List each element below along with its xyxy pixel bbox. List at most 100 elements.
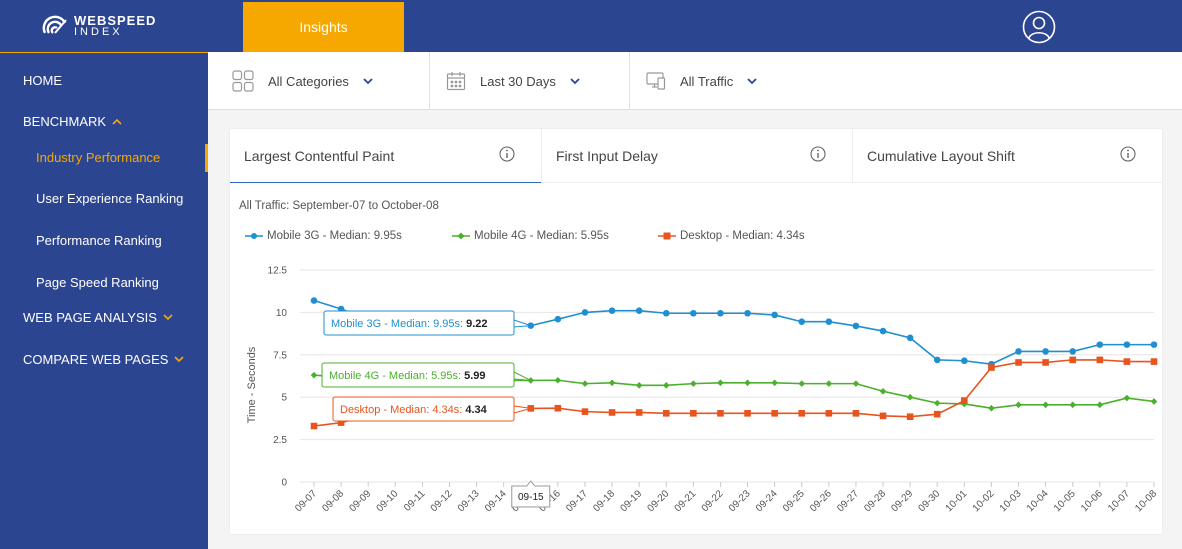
tooltip-box [332,396,515,422]
x-tick-label: 09-17 [564,488,590,514]
x-tick-label: 09-10 [375,488,401,514]
brand-logo[interactable]: WEBSPEED INDEX [0,0,208,52]
tooltip-label: Mobile 3G - Median: 9.95s: 9.22 [331,318,488,330]
data-point [988,404,995,412]
tab-label: First Input Delay [556,147,658,164]
active-indicator [205,144,208,172]
sidebar-item-web-page-analysis[interactable]: WEB PAGE ANALYSIS [23,310,173,325]
data-point [581,380,589,387]
info-icon[interactable] [499,146,515,162]
tooltip-label: Desktop - Median: 4.34s: 4.34 [340,404,488,416]
data-point [906,413,914,421]
data-point [635,382,643,389]
x-tick-label: 09-20 [646,488,672,514]
data-point [1150,358,1158,365]
period-filter-value: Last 30 Days [480,73,556,89]
calendar-icon [446,71,466,91]
x-tick-label: 09-27 [835,488,861,514]
data-point [933,399,941,407]
data-point [798,380,806,387]
data-point [879,327,887,335]
data-point [1015,348,1022,355]
x-tick-label: 10-03 [998,488,1024,514]
tab-cumulative-layout-shift[interactable]: Cumulative Layout Shift [852,129,1162,183]
info-icon[interactable] [1120,146,1136,162]
x-tick-label: 10-01 [944,488,970,514]
user-avatar-icon[interactable] [1022,10,1056,44]
data-point [744,309,751,317]
data-point [961,397,968,404]
legend-item-mobile-4g[interactable]: Mobile 4G - Median: 5.95s [452,230,609,242]
tooltip-pointer [513,371,531,381]
data-point [933,410,941,418]
x-tick-label: 09-22 [700,488,726,514]
tab-label: Cumulative Layout Shift [867,147,1015,164]
traffic-filter[interactable]: All Traffic [646,52,757,110]
top-bar: WEBSPEED INDEX Insights [0,0,1182,52]
sidebar-item-performance-ranking[interactable]: Performance Ranking [36,233,162,248]
data-point [690,309,697,317]
legend-item-desktop[interactable]: Desktop - Median: 4.34s [658,230,805,242]
category-filter[interactable]: All Categories [232,52,373,110]
data-point [771,311,778,319]
period-filter[interactable]: Last 30 Days [446,52,580,110]
tab-insights[interactable]: Insights [243,2,404,52]
data-point [310,297,318,304]
sidebar-item-benchmark[interactable]: BENCHMARK [23,114,122,129]
x-tick-label: 09-08 [320,488,346,514]
sidebar-item-home[interactable]: HOME [23,73,62,88]
data-point [554,315,562,323]
data-point [662,410,670,417]
legend-item-mobile-3g[interactable]: Mobile 3G - Median: 9.95s [245,230,402,242]
tab-largest-contentful-paint[interactable]: Largest Contentful Paint [230,129,541,183]
data-point [906,393,914,401]
tooltip-value: 9.22 [466,318,487,330]
data-point [554,404,562,412]
info-icon[interactable] [810,146,826,162]
x-tick-label: 09-14 [483,488,509,514]
x-tick-label: 09-28 [862,488,888,514]
x-tick-label: 09-24 [754,488,780,514]
data-point [798,318,806,326]
data-point [337,419,345,426]
data-point [581,408,589,415]
data-point [771,379,778,387]
data-point [635,409,643,416]
data-point [933,356,941,364]
filter-divider [429,52,430,110]
brand-name-line1: WEBSPEED [74,13,157,28]
legend-marker [452,232,470,240]
data-point [852,380,860,387]
data-point [310,422,318,430]
y-tick-label: 12.5 [268,266,288,277]
legend-marker [658,232,676,240]
data-point [1150,341,1158,348]
data-point [717,410,724,417]
data-point [1015,359,1022,366]
x-tick-label: 10-02 [971,488,997,514]
chevron-down-icon [363,77,373,85]
data-point [1096,401,1104,409]
data-point [662,309,670,317]
category-filter-value: All Categories [268,73,349,89]
data-point [988,364,995,371]
filter-bar: All Categories Last 30 Days All Traffic [208,52,1182,110]
data-point [608,307,616,315]
devices-icon [646,71,666,91]
sidebar-item-compare-web-pages[interactable]: COMPARE WEB PAGES [23,352,185,367]
x-tick-label: 09-25 [781,488,807,514]
sidebar-item-user-experience-ranking[interactable]: User Experience Ranking [36,191,184,206]
tab-first-input-delay[interactable]: First Input Delay [541,129,852,183]
x-tick-label: 09-23 [727,488,753,514]
sidebar-item-industry-performance[interactable]: Industry Performance [36,150,161,165]
data-point [310,371,318,379]
data-point [1042,359,1049,366]
data-point [608,409,616,416]
data-point [1069,348,1077,355]
data-point [717,379,724,387]
x-tooltip-label: 09-15 [518,492,544,503]
data-point [771,410,778,417]
sidebar-item-label: COMPARE WEB PAGES [23,352,169,367]
sidebar-item-page-speed-ranking[interactable]: Page Speed Ranking [36,275,159,290]
